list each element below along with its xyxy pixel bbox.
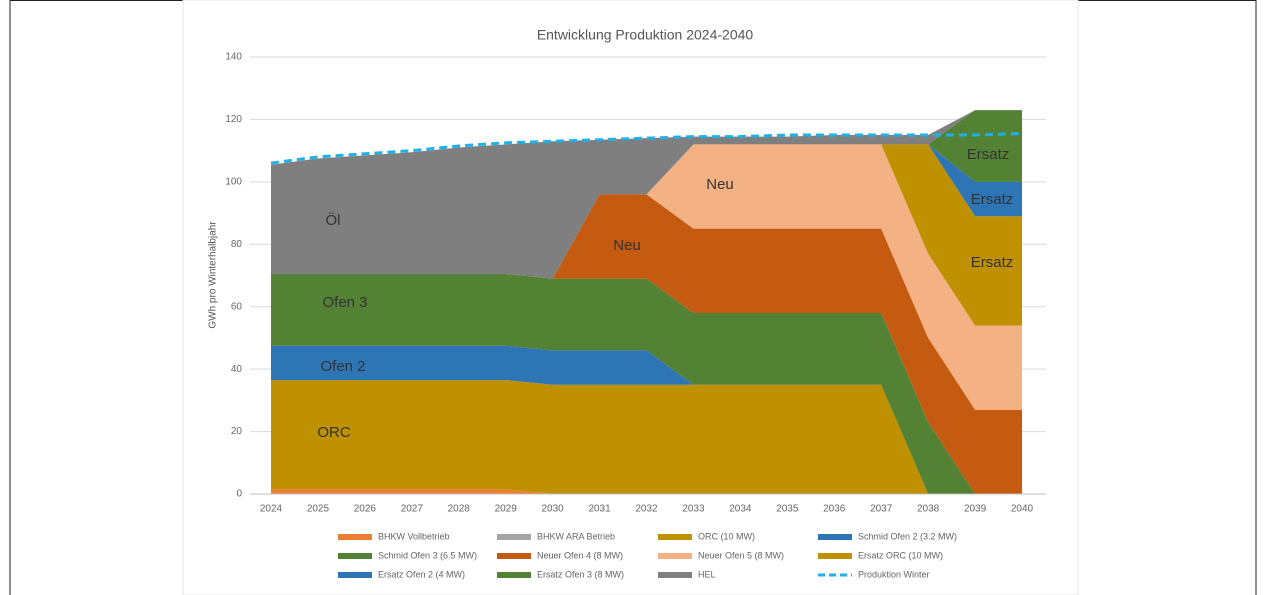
y-tick-label: 20 [231, 426, 243, 437]
x-tick-label: 2035 [776, 504, 799, 515]
chart-title: Entwicklung Produktion 2024-2040 [537, 27, 754, 43]
x-tick-label: 2034 [729, 504, 752, 515]
x-tick-label: 2030 [542, 504, 565, 515]
x-tick-label: 2026 [354, 504, 377, 515]
x-tick-label: 2025 [307, 504, 330, 515]
legend-label: ORC (10 MW) [698, 531, 755, 541]
y-tick-label: 40 [231, 364, 243, 375]
legend-swatch [658, 553, 692, 559]
area [271, 144, 1022, 410]
legend-label: Neuer Ofen 4 (8 MW) [537, 550, 623, 560]
production-line [270, 131, 1023, 165]
y-axis-label: GWh pro Winterhalbjahr [208, 221, 219, 329]
x-tick-label: 2039 [964, 504, 987, 515]
x-tick-label: 2033 [682, 504, 705, 515]
legend-swatch [818, 534, 852, 540]
annotation: Ersatz [971, 254, 1014, 271]
annotation: Neu [706, 176, 734, 193]
area [271, 489, 1022, 494]
legend-label: Schmid Ofen 2 (3.2 MW) [858, 531, 957, 541]
area [271, 345, 1022, 494]
area [271, 110, 1022, 279]
y-tick-label: 140 [225, 52, 242, 63]
annotation: Ofen 2 [320, 358, 365, 375]
legend-label: Ersatz ORC (10 MW) [858, 550, 943, 560]
legend-swatch [338, 553, 372, 559]
legend-label: Neuer Ofen 5 (8 MW) [698, 550, 784, 560]
x-tick-label: 2031 [588, 504, 611, 515]
x-tick-label: 2040 [1011, 504, 1034, 515]
legend-swatch [497, 534, 531, 540]
x-tick-label: 2028 [448, 504, 471, 515]
y-tick-label: 120 [225, 114, 242, 125]
legend-label: Ersatz Ofen 3 (8 MW) [537, 569, 624, 579]
legend-label: BHKW Vollbetrieb [378, 531, 450, 541]
legend-swatch [658, 572, 692, 578]
x-tick-label: 2037 [870, 504, 893, 515]
x-tick-label: 2036 [823, 504, 846, 515]
y-tick-label: 60 [231, 301, 243, 312]
annotation: Ersatz [967, 146, 1010, 163]
x-tick-label: 2032 [635, 504, 658, 515]
area [271, 380, 1022, 494]
y-tick-label: 0 [236, 489, 242, 500]
legend-label: Ersatz Ofen 2 (4 MW) [378, 569, 465, 579]
annotation: ORC [317, 424, 351, 441]
legend-label: HEL [698, 569, 716, 579]
annotation: Öl [326, 211, 341, 229]
y-tick-label: 100 [225, 176, 242, 187]
x-tick-label: 2029 [495, 504, 518, 515]
legend-swatch [338, 572, 372, 578]
annotation: Ersatz [971, 191, 1014, 208]
legend-swatch [497, 572, 531, 578]
legend-swatch [818, 553, 852, 559]
annotation: Neu [613, 237, 641, 254]
legend-label: BHKW ARA Betrieb [537, 531, 615, 541]
x-tick-label: 2038 [917, 504, 940, 515]
y-tick-label: 80 [231, 239, 243, 250]
area [271, 273, 1022, 494]
x-tick-label: 2027 [401, 504, 424, 515]
area [271, 194, 1022, 495]
annotation: Ofen 3 [322, 294, 367, 311]
legend-swatch [497, 553, 531, 559]
legend-swatch [338, 534, 372, 540]
legend-label: Schmid Ofen 3 (6.5 MW) [378, 550, 477, 560]
legend-swatch [658, 534, 692, 540]
legend-label: Produktion Winter [858, 569, 930, 579]
x-tick-label: 2024 [260, 504, 283, 515]
